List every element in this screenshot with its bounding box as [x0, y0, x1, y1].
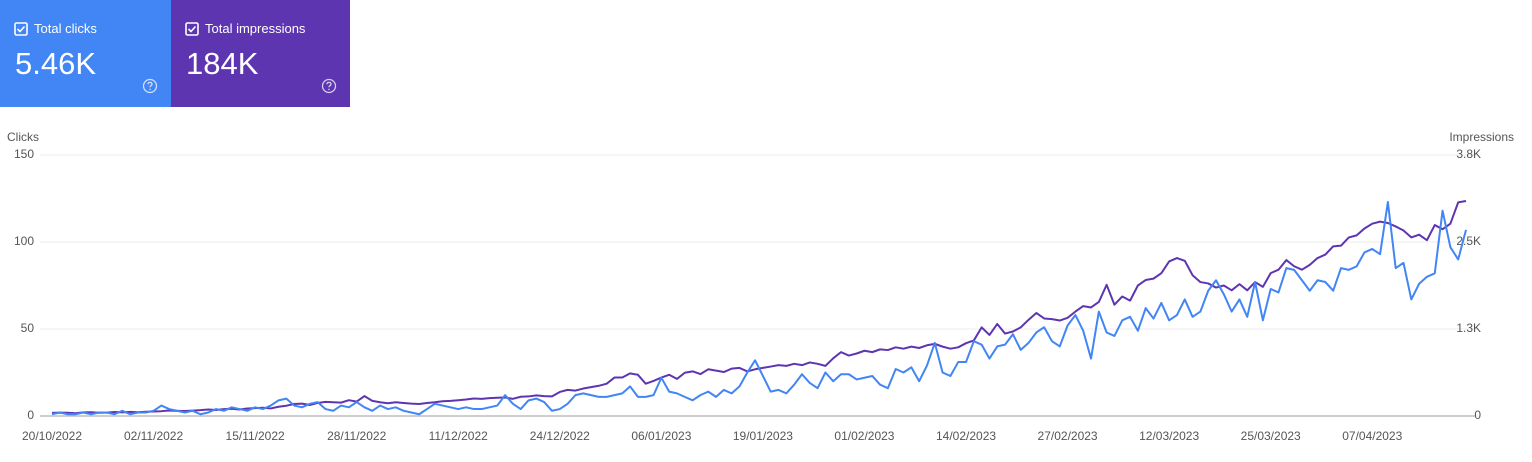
y-axis-title: Clicks [7, 130, 39, 144]
checkbox [185, 22, 199, 36]
x-tick-label: 06/01/2023 [631, 429, 691, 443]
card-value: 184K [186, 46, 259, 81]
series-line [51, 200, 1467, 416]
card-value: 5.46K [15, 46, 97, 81]
y-tick-label: 150 [14, 147, 34, 161]
x-tick-label: 11/12/2022 [429, 429, 488, 443]
x-tick-label: 01/02/2023 [834, 429, 894, 443]
card-label: Total clicks [34, 21, 97, 36]
x-tick-label: 19/01/2023 [733, 429, 793, 443]
x-tick-label: 20/10/2022 [22, 429, 82, 443]
help-icon[interactable] [142, 78, 158, 94]
x-tick-label: 15/11/2022 [226, 429, 285, 443]
y2-tick-label: 3.8K [1456, 147, 1481, 161]
y-tick-label: 100 [14, 234, 34, 248]
card-label: Total impressions [205, 21, 306, 36]
summary-card[interactable]: Total clicks 5.46K [0, 0, 171, 107]
y2-tick-label: 2.5K [1456, 234, 1481, 248]
series-line [51, 200, 1467, 415]
help-icon[interactable] [321, 78, 337, 94]
x-tick-label: 14/02/2023 [936, 429, 996, 443]
y2-tick-label: 0 [1474, 408, 1481, 422]
y-tick-label: 50 [21, 321, 35, 335]
x-tick-label: 24/12/2022 [530, 429, 590, 443]
x-tick-label: 02/11/2022 [124, 429, 183, 443]
y2-tick-label: 1.3K [1456, 321, 1481, 335]
x-tick-label: 25/03/2023 [1241, 429, 1301, 443]
y2-axis-title: Impressions [1449, 130, 1514, 144]
y-tick-label: 0 [27, 408, 34, 422]
checkbox [14, 22, 28, 36]
summary-card[interactable]: Total impressions 184K [171, 0, 350, 107]
x-tick-label: 27/02/2023 [1038, 429, 1098, 443]
x-tick-label: 07/04/2023 [1342, 429, 1402, 443]
x-tick-label: 12/03/2023 [1139, 429, 1199, 443]
x-tick-label: 28/11/2022 [327, 429, 386, 443]
